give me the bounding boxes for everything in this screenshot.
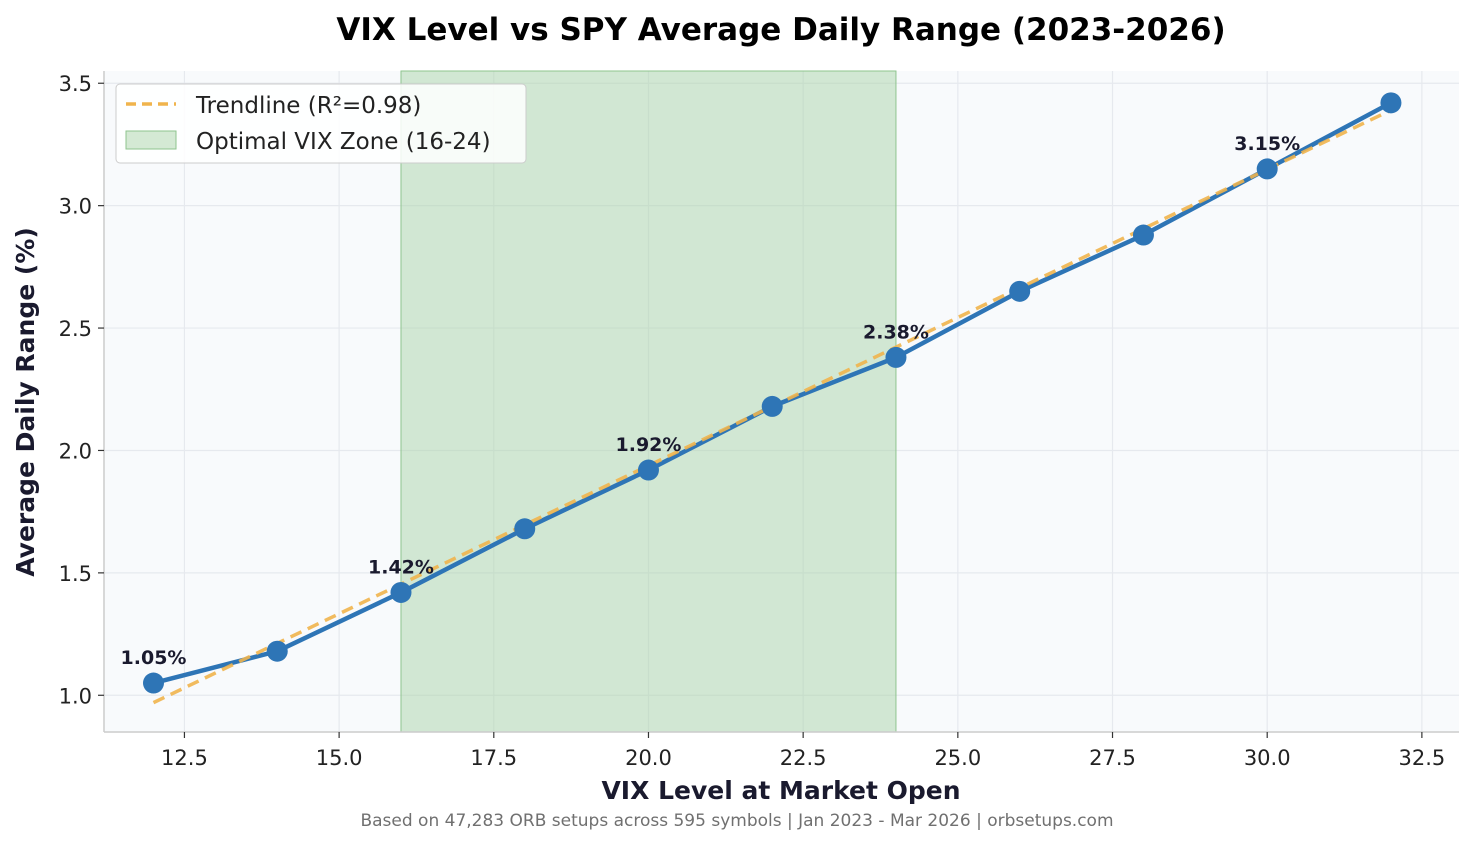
y-tick-label-3: 2.5: [59, 317, 92, 341]
series-layer: [142, 92, 1402, 705]
data-point-0-3: [514, 518, 536, 540]
x-axis-label: VIX Level at Market Open: [601, 776, 960, 805]
data-point-0-8: [1132, 224, 1154, 246]
ticks: 12.5 15.0 17.5 20.0 22.5 25.0 27.5 30.0 32.5 1.0 1…: [59, 72, 1446, 770]
axes-spines: [103, 71, 1459, 733]
data-point-0-4: [637, 459, 659, 481]
y-tick-label-1: 1.5: [59, 562, 92, 586]
x-tick-label-7: 30.0: [1244, 746, 1291, 770]
x-tick-label-6: 27.5: [1089, 746, 1136, 770]
annotation-1: 1.42%: [368, 556, 434, 578]
annotation-4: 3.15%: [1234, 133, 1300, 155]
legend-box: [115, 83, 527, 164]
legend-zone-label: Optimal VIX Zone (16-24): [196, 129, 491, 155]
x-tick-label-3: 20.0: [625, 746, 672, 770]
x-tick-label-1: 15.0: [316, 746, 363, 770]
data-point-0-1: [266, 640, 288, 662]
x-tick-label-8: 32.5: [1398, 746, 1445, 770]
legend-zone-swatch: [125, 130, 177, 150]
chart-title: VIX Level vs SPY Average Daily Range (20…: [336, 12, 1225, 48]
x-tick-label-5: 25.0: [934, 746, 981, 770]
y-axis-label: Average Daily Range (%): [11, 227, 40, 577]
annotation-3: 2.38%: [863, 321, 929, 343]
annotations: 1.05% 1.42% 1.92% 2.38% 3.15%: [121, 133, 1301, 669]
data-point-0-6: [885, 346, 907, 368]
y-tick-label-5: 3.5: [59, 72, 92, 96]
optimal-zone: [400, 70, 897, 733]
y-tick-label-0: 1.0: [59, 684, 92, 708]
data-point-0-9: [1256, 158, 1278, 180]
legend-trendline-label: Trendline (R²=0.98): [195, 93, 421, 119]
x-tick-label-4: 22.5: [780, 746, 827, 770]
data-point-0-7: [1009, 280, 1031, 302]
chart-caption: Based on 47,283 ORB setups across 595 sy…: [360, 811, 1113, 831]
data-point-0-2: [390, 581, 412, 603]
y-tick-label-2: 2.0: [59, 439, 92, 463]
annotation-0: 1.05%: [121, 647, 187, 669]
zone-layer: [400, 70, 897, 733]
y-tick-label-4: 3.0: [59, 195, 92, 219]
x-tick-label-0: 12.5: [161, 746, 208, 770]
data-point-0-5: [761, 395, 783, 417]
legend: Trendline (R²=0.98) Optimal VIX Zone (16…: [115, 83, 527, 164]
data-point-0-0: [142, 672, 164, 694]
annotation-2: 1.92%: [616, 434, 682, 456]
data-point-0-10: [1380, 92, 1402, 114]
x-tick-label-2: 17.5: [470, 746, 517, 770]
